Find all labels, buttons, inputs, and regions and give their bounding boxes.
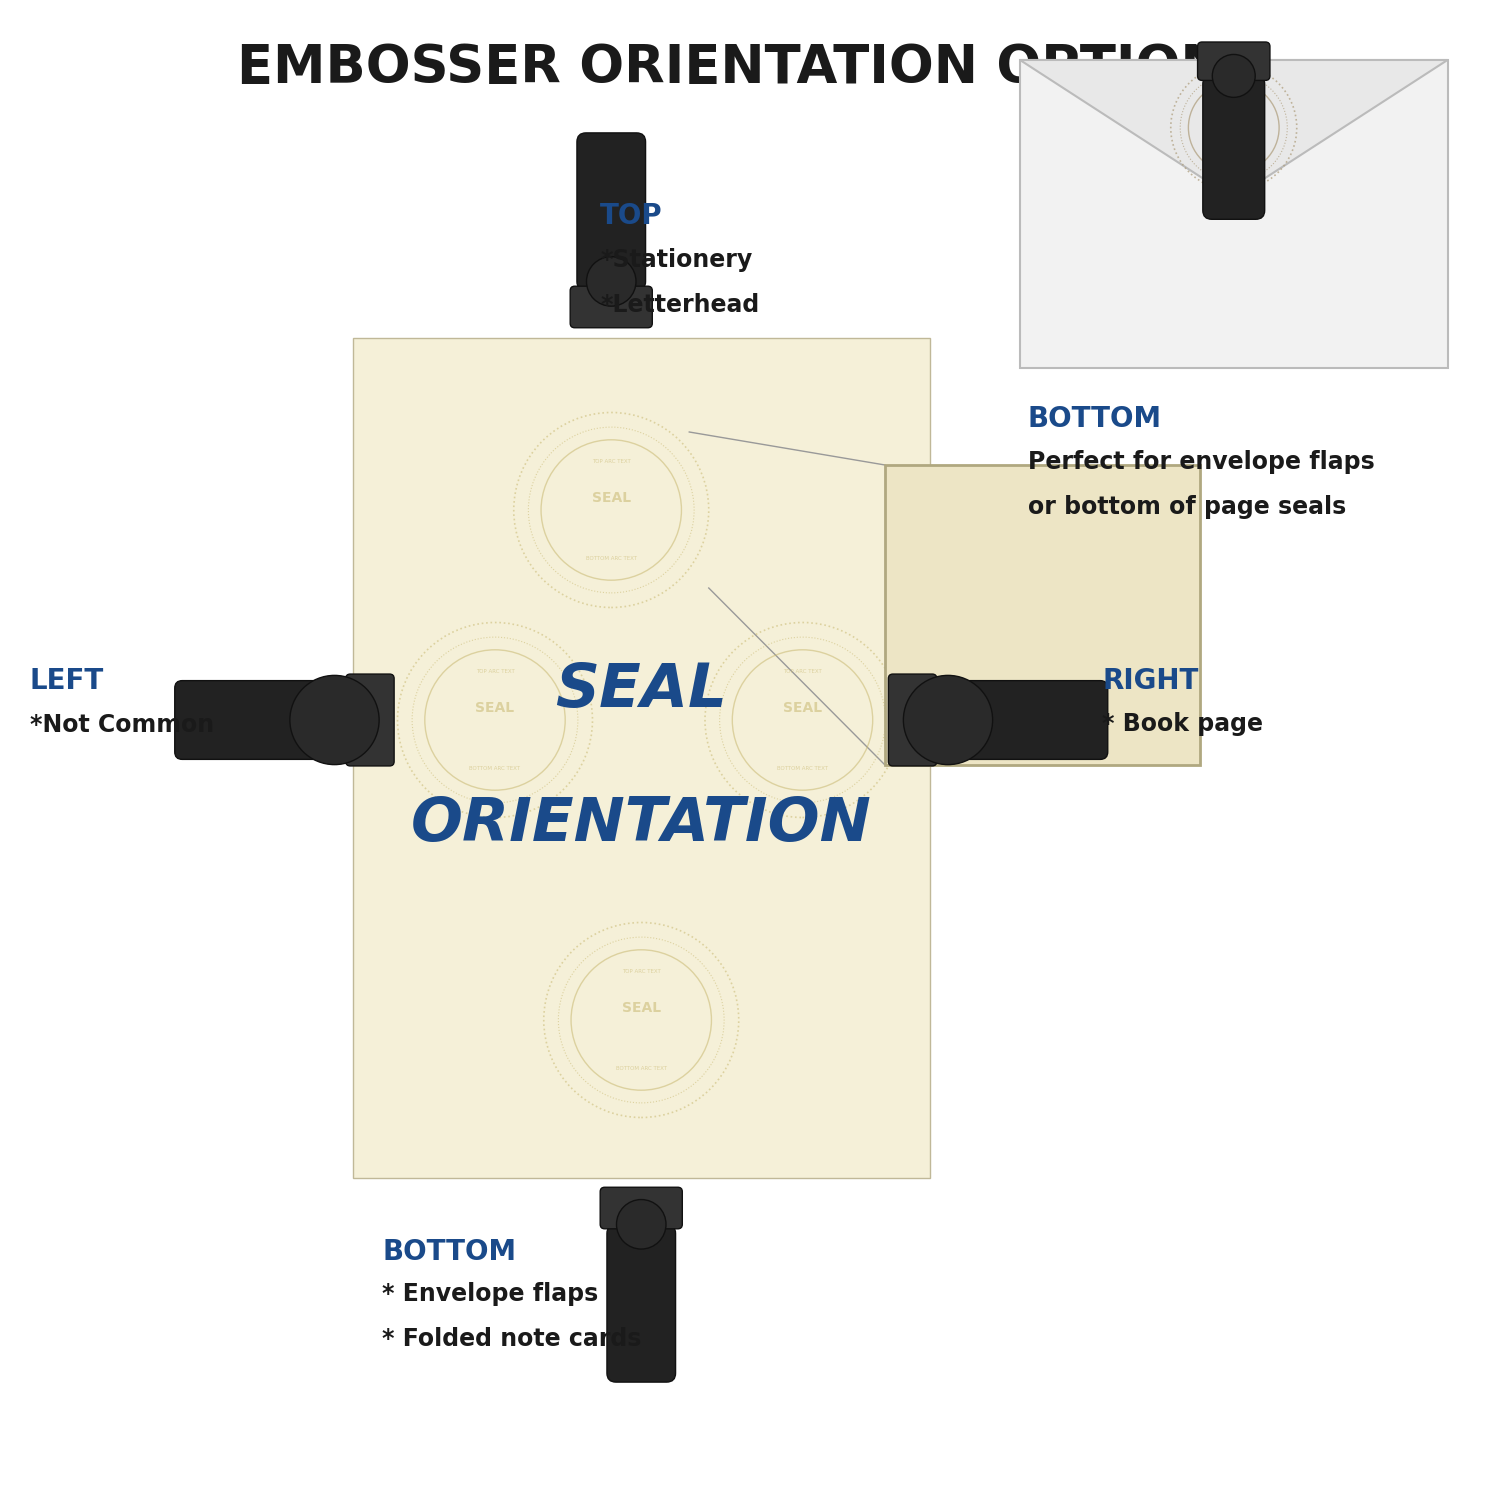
Text: Perfect for envelope flaps: Perfect for envelope flaps [1028,450,1374,474]
FancyBboxPatch shape [174,681,342,759]
Text: SEAL: SEAL [1016,590,1070,609]
Text: BOTTOM ARC TEXT: BOTTOM ARC TEXT [615,1066,666,1071]
FancyBboxPatch shape [600,1188,682,1228]
Text: EMBOSSER ORIENTATION OPTIONS: EMBOSSER ORIENTATION OPTIONS [237,42,1263,93]
Text: BOTTOM: BOTTOM [1028,405,1161,433]
FancyBboxPatch shape [578,134,645,291]
Text: LEFT: LEFT [30,668,104,696]
FancyBboxPatch shape [1020,60,1448,368]
Polygon shape [1020,60,1448,198]
FancyBboxPatch shape [940,681,1107,759]
Text: SEAL: SEAL [783,702,822,715]
Text: SEAL: SEAL [476,702,514,715]
Text: * Envelope flaps: * Envelope flaps [382,1282,598,1306]
Circle shape [290,675,380,765]
Text: TOP ARC TEXT: TOP ARC TEXT [622,969,660,974]
Text: TOP: TOP [600,202,663,231]
Circle shape [586,256,636,306]
FancyBboxPatch shape [570,286,652,327]
FancyBboxPatch shape [1197,42,1270,81]
Text: BOTTOM ARC TEXT: BOTTOM ARC TEXT [777,766,828,771]
Text: ORIENTATION: ORIENTATION [411,795,872,855]
FancyBboxPatch shape [608,1224,675,1382]
FancyBboxPatch shape [885,465,1200,765]
Text: * Book page: * Book page [1102,712,1263,736]
Text: SEAL: SEAL [1222,116,1245,124]
Text: SEAL: SEAL [555,660,728,720]
FancyBboxPatch shape [345,674,394,766]
Text: TOP ARC TEXT: TOP ARC TEXT [1013,543,1072,552]
Text: BOTTOM: BOTTOM [382,1238,516,1266]
Text: TOP ARC TEXT: TOP ARC TEXT [476,669,514,674]
Text: TOP ARC TEXT: TOP ARC TEXT [1215,93,1252,99]
Circle shape [1212,54,1255,98]
Text: * Folded note cards: * Folded note cards [382,1328,642,1352]
Text: or bottom of page seals: or bottom of page seals [1028,495,1346,519]
Text: BOTTOM ARC TEXT: BOTTOM ARC TEXT [470,766,520,771]
Text: TOP ARC TEXT: TOP ARC TEXT [783,669,822,674]
Text: *Stationery: *Stationery [600,248,752,272]
Text: SEAL: SEAL [621,1002,662,1016]
Text: RIGHT: RIGHT [1102,668,1198,696]
Circle shape [616,1200,666,1249]
Text: SEAL: SEAL [591,492,632,506]
FancyBboxPatch shape [888,674,936,766]
FancyBboxPatch shape [352,338,930,1178]
FancyBboxPatch shape [1203,75,1264,219]
Text: TOP ARC TEXT: TOP ARC TEXT [592,459,630,464]
Text: BOTTOM ARC TEXT: BOTTOM ARC TEXT [1209,156,1260,162]
Text: BOTTOM ARC TEXT: BOTTOM ARC TEXT [1004,678,1082,687]
Circle shape [903,675,993,765]
Text: *Letterhead: *Letterhead [600,292,759,316]
Text: BOTTOM ARC TEXT: BOTTOM ARC TEXT [585,556,636,561]
Text: *Not Common: *Not Common [30,712,214,736]
